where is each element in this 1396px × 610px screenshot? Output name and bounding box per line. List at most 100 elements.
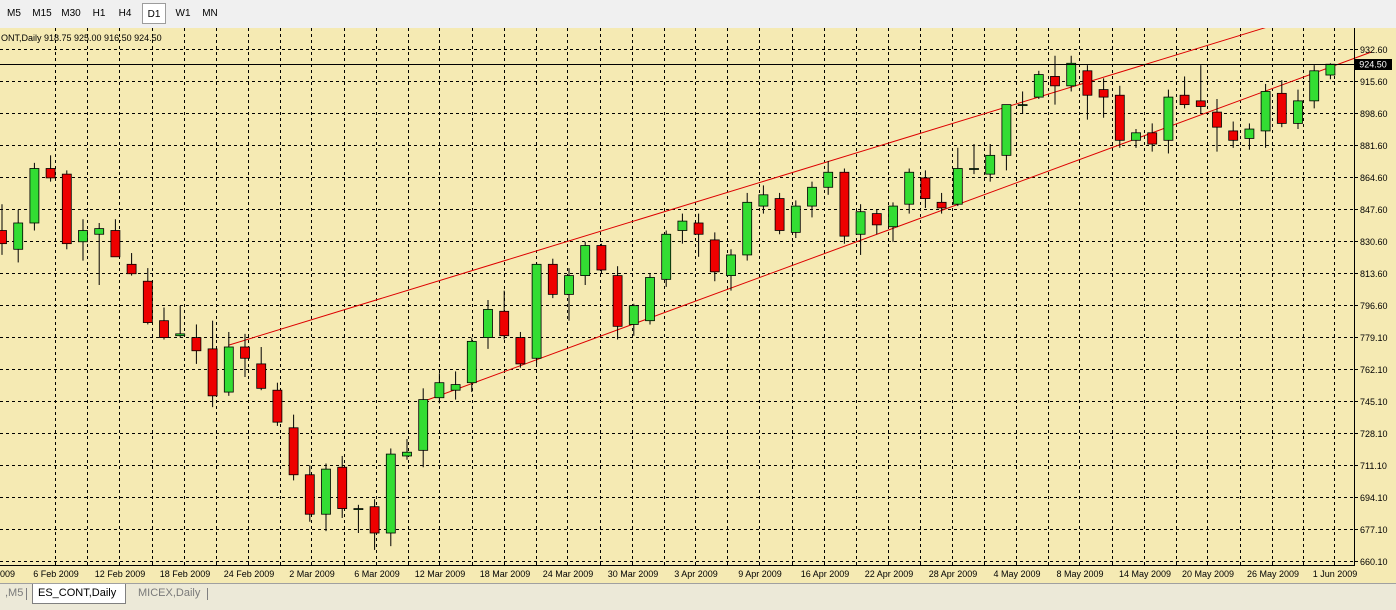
timeframe-button-d1[interactable]: D1 [142, 3, 166, 24]
candle-bullish [855, 204, 866, 255]
candle-body [855, 211, 866, 235]
candle-body [1050, 76, 1060, 87]
candle-bullish [1001, 104, 1012, 171]
tab-es-cont-daily[interactable]: ES_CONT,Daily [32, 584, 126, 604]
candle-body [126, 263, 137, 275]
timeframe-button-w1[interactable]: W1 [175, 8, 191, 19]
candle-bearish [596, 243, 607, 274]
candle-bearish [1212, 98, 1222, 152]
tab-micex-daily[interactable]: MICEX,Daily [138, 587, 201, 599]
candle-bullish [1309, 65, 1320, 109]
candle-bullish [483, 300, 493, 349]
candle-bullish [385, 448, 396, 547]
candle-bearish [288, 414, 299, 481]
candle-bullish [1017, 91, 1028, 115]
candle-bearish [1228, 121, 1239, 148]
date-label: 24 Feb 2009 [224, 569, 275, 579]
date-label: 4 May 2009 [993, 569, 1040, 579]
date-label: 009 [0, 569, 15, 579]
timeframe-button-h1[interactable]: H1 [92, 8, 106, 19]
date-label: 1 Jun 2009 [1313, 569, 1358, 579]
candle-body [774, 198, 785, 231]
candle-bearish [142, 268, 153, 325]
candle-body [321, 468, 331, 515]
price-label: 813.60 [1360, 269, 1388, 279]
date-label: 24 Mar 2009 [543, 569, 594, 579]
price-label: 881.60 [1360, 141, 1388, 151]
candle-body [564, 275, 574, 295]
candle-body [1260, 91, 1271, 132]
timeframe-button-m15[interactable]: M15 [32, 8, 52, 19]
candle-bullish [418, 388, 429, 468]
price-label: 932.60 [1360, 45, 1388, 55]
axes [0, 28, 1355, 566]
price-label: 745.10 [1360, 397, 1388, 407]
date-label: 26 May 2009 [1247, 569, 1299, 579]
timeframe-button-m5[interactable]: M5 [7, 8, 21, 19]
candle-body [742, 201, 753, 256]
candle-bearish [871, 209, 882, 235]
candle-body [1244, 128, 1255, 139]
candle-body [499, 310, 510, 337]
timeframe-button-m30[interactable]: M30 [61, 8, 81, 19]
candle-bullish [758, 185, 769, 214]
candle-bearish [126, 253, 137, 276]
candle-body [645, 277, 655, 322]
candle-body [1147, 132, 1158, 145]
chart-info-label: ONT,Daily 918.75 925.00 916.50 924.50 [1, 33, 162, 43]
candle-body [483, 309, 493, 338]
candle-bearish [159, 307, 169, 340]
timeframe-button-h4[interactable]: H4 [118, 8, 132, 19]
candle-bullish [1066, 55, 1077, 92]
candle-body [78, 230, 88, 243]
price-label: 915.60 [1360, 77, 1388, 87]
candle-body [1179, 94, 1190, 106]
candle-bullish [952, 147, 963, 207]
candle-bullish [677, 213, 688, 244]
candle-body [1195, 100, 1206, 107]
date-label: 14 May 2009 [1119, 569, 1171, 579]
candle-body [45, 168, 56, 179]
candle-bearish [1179, 76, 1190, 109]
candle-bullish [223, 331, 234, 396]
candle-bearish [1147, 123, 1158, 152]
candle-bearish [256, 346, 267, 391]
candle-bullish [888, 202, 898, 242]
candle-body [450, 384, 461, 391]
candle-body [272, 389, 283, 423]
candle-body [1293, 100, 1303, 124]
price-chart[interactable]: 932.60 915.60 898.60 881.60 864.60 847.60 830.… [0, 28, 1396, 583]
candle-bullish [353, 504, 364, 534]
candle-bullish [78, 219, 88, 261]
candle-body [142, 280, 153, 323]
candle-bearish [774, 192, 785, 235]
candle-bearish [499, 290, 510, 340]
candle-body [985, 154, 996, 175]
candle-bullish [726, 249, 736, 291]
candle-body [418, 399, 429, 451]
candle-bearish [920, 170, 931, 208]
timeframe-button-mn[interactable]: MN [202, 8, 218, 19]
price-label: 660.10 [1360, 557, 1388, 567]
candle-body [175, 333, 186, 337]
candle-body [580, 245, 591, 276]
candle-bullish [321, 463, 331, 532]
date-label: 2 Mar 2009 [289, 569, 335, 579]
candle-body [677, 220, 688, 231]
candle-body [353, 508, 364, 510]
date-label: 12 Feb 2009 [95, 569, 146, 579]
candle-body [871, 213, 882, 226]
price-label: 677.10 [1360, 525, 1388, 535]
candle-bullish [450, 371, 461, 400]
candle-body [466, 340, 477, 384]
date-label: 20 May 2009 [1182, 569, 1234, 579]
candle-bullish [1033, 70, 1044, 99]
candle-bullish [29, 162, 40, 231]
tab-m5[interactable]: ,M5 [5, 587, 24, 599]
chart-tab-bar: ,M5 ES_CONT,Daily MICEX,Daily [0, 583, 1396, 610]
price-label: 796.60 [1360, 301, 1388, 311]
candle-body [807, 186, 817, 207]
candle-body [1066, 62, 1077, 87]
candle-body [1098, 89, 1109, 98]
candle-body [223, 346, 234, 393]
